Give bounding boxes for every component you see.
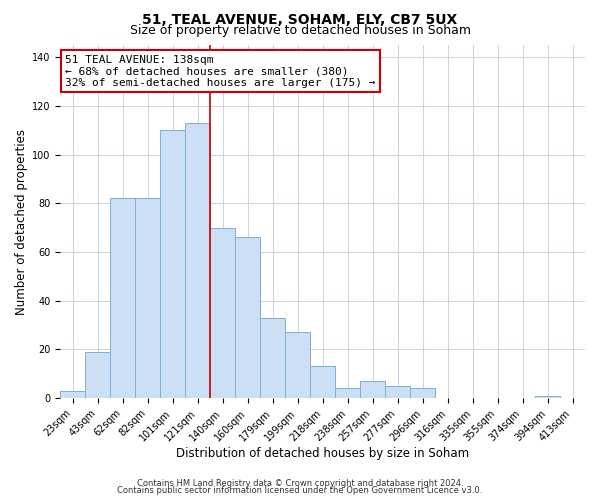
Bar: [385, 386, 410, 398]
X-axis label: Distribution of detached houses by size in Soham: Distribution of detached houses by size …: [176, 447, 469, 460]
Bar: [260, 318, 285, 398]
Text: 51, TEAL AVENUE, SOHAM, ELY, CB7 5UX: 51, TEAL AVENUE, SOHAM, ELY, CB7 5UX: [142, 12, 458, 26]
Bar: [285, 332, 310, 398]
Bar: [310, 366, 335, 398]
Bar: [85, 352, 110, 398]
Bar: [235, 238, 260, 398]
Text: 51 TEAL AVENUE: 138sqm
← 68% of detached houses are smaller (380)
32% of semi-de: 51 TEAL AVENUE: 138sqm ← 68% of detached…: [65, 54, 376, 88]
Text: Contains public sector information licensed under the Open Government Licence v3: Contains public sector information licen…: [118, 486, 482, 495]
Bar: [160, 130, 185, 398]
Bar: [360, 381, 385, 398]
Text: Size of property relative to detached houses in Soham: Size of property relative to detached ho…: [130, 24, 470, 37]
Bar: [185, 123, 210, 398]
Text: Contains HM Land Registry data © Crown copyright and database right 2024.: Contains HM Land Registry data © Crown c…: [137, 478, 463, 488]
Bar: [335, 388, 360, 398]
Bar: [535, 396, 560, 398]
Bar: [61, 391, 85, 398]
Bar: [136, 198, 160, 398]
Y-axis label: Number of detached properties: Number of detached properties: [15, 128, 28, 314]
Bar: [410, 388, 435, 398]
Bar: [210, 228, 235, 398]
Bar: [110, 198, 136, 398]
